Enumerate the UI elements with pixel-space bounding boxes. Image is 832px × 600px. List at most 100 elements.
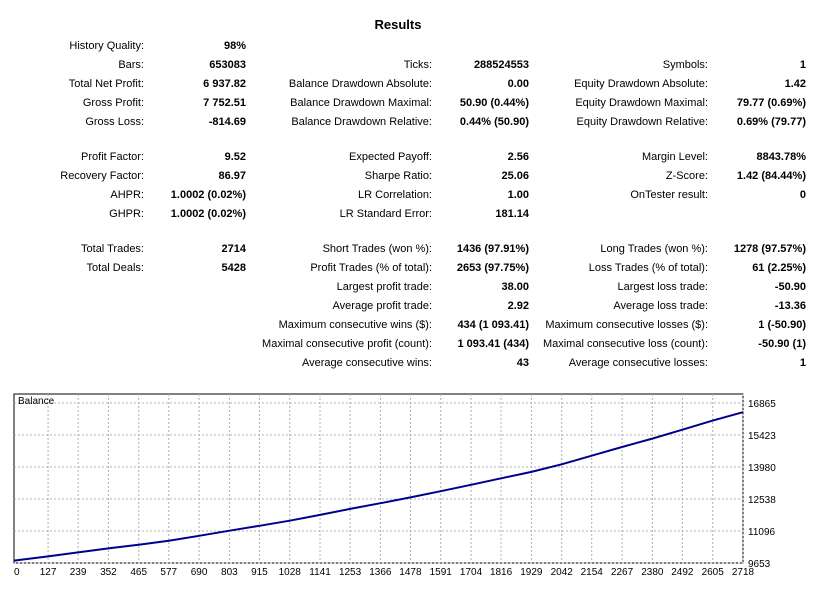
stat-value: 1.42 (84.44%) bbox=[736, 170, 806, 182]
balance-chart-svg: 16865 15423 13980 12538 11096 9653 0 127 239 352 4… bbox=[13, 393, 776, 578]
stat-value: 0.00 bbox=[507, 78, 529, 90]
stat-value: 1436 (97.91%) bbox=[456, 243, 529, 255]
stat-label: Maximal consecutive loss (count): bbox=[542, 338, 708, 350]
stat-label: Maximum consecutive wins ($): bbox=[278, 319, 432, 331]
stat-value: 43 bbox=[516, 357, 529, 369]
stat-value: 5428 bbox=[221, 262, 246, 274]
x-tick-label: 352 bbox=[100, 567, 117, 578]
x-tick-label: 127 bbox=[40, 567, 57, 578]
stat-label: Average profit trade: bbox=[332, 300, 432, 312]
x-tick-label: 2718 bbox=[732, 567, 755, 578]
y-tick-label: 16865 bbox=[748, 399, 776, 410]
stats-row: History Quality: 98% bbox=[0, 38, 832, 54]
stat-label: Long Trades (won %): bbox=[600, 243, 708, 255]
stat-value: 7 752.51 bbox=[203, 97, 246, 109]
stats-row: Gross Loss: -814.69 Balance Drawdown Relat… bbox=[0, 114, 832, 130]
x-tick-label: 1141 bbox=[309, 567, 331, 578]
x-tick-label: 2154 bbox=[581, 567, 604, 578]
x-tick-label: 2605 bbox=[702, 567, 725, 578]
stat-value: -50.90 bbox=[774, 281, 806, 293]
stat-label: Total Net Profit: bbox=[68, 78, 144, 90]
stat-value: 1.0002 (0.02%) bbox=[170, 208, 246, 220]
stat-label: LR Correlation: bbox=[358, 189, 432, 201]
stat-label: Average consecutive wins: bbox=[301, 357, 432, 369]
stat-label: Equity Drawdown Maximal: bbox=[575, 97, 708, 109]
x-tick-label: 1929 bbox=[520, 567, 543, 578]
stat-value: 1.00 bbox=[507, 189, 529, 201]
y-tick-label: 13980 bbox=[748, 463, 776, 474]
stat-label: AHPR: bbox=[110, 189, 144, 201]
stat-value: 2714 bbox=[221, 243, 246, 255]
stats-row: GHPR: 1.0002 (0.02%) LR Standard Error: 181… bbox=[0, 206, 832, 222]
y-tick-label: 9653 bbox=[748, 559, 771, 570]
stat-value: 86.97 bbox=[218, 170, 246, 182]
stats-row: Total Deals: 5428 Profit Trades (% of tota… bbox=[0, 260, 832, 276]
stats-row: Maximum consecutive wins ($): 434 (1 093.… bbox=[0, 317, 832, 333]
chart-legend-balance: Balance bbox=[18, 396, 55, 407]
stat-value: 0.44% (50.90) bbox=[459, 116, 529, 128]
x-tick-label: 1591 bbox=[430, 567, 453, 578]
stat-label: Recovery Factor: bbox=[60, 170, 144, 182]
stat-label: Equity Drawdown Relative: bbox=[576, 116, 708, 128]
x-tick-label: 803 bbox=[221, 567, 238, 578]
stat-label: LR Standard Error: bbox=[339, 208, 432, 220]
stat-value: 2653 (97.75%) bbox=[456, 262, 529, 274]
stats-row: Largest profit trade: 38.00 Largest loss t… bbox=[0, 279, 832, 295]
balance-chart: 16865 15423 13980 12538 11096 9653 0 127 239 352 4… bbox=[0, 392, 832, 600]
x-tick-label: 2380 bbox=[641, 567, 664, 578]
stats-row: Gross Profit: 7 752.51 Balance Drawdown Ma… bbox=[0, 95, 832, 111]
stats-row: AHPR: 1.0002 (0.02%) LR Correlation: 1.00 On… bbox=[0, 187, 832, 203]
stat-value: 2.92 bbox=[507, 300, 529, 312]
stat-value: 1278 (97.57%) bbox=[733, 243, 806, 255]
stat-value: 1 bbox=[799, 59, 806, 71]
stat-label: Largest profit trade: bbox=[336, 281, 432, 293]
x-tick-label: 1366 bbox=[369, 567, 392, 578]
x-tick-label: 2492 bbox=[671, 567, 694, 578]
x-tick-label: 2267 bbox=[611, 567, 634, 578]
stat-label: Balance Drawdown Relative: bbox=[291, 116, 432, 128]
stat-label: Total Deals: bbox=[86, 262, 144, 274]
stat-value: 38.00 bbox=[501, 281, 529, 293]
stat-label: Average consecutive losses: bbox=[568, 357, 708, 369]
y-tick-label: 12538 bbox=[748, 495, 776, 506]
stats-row: Average profit trade: 2.92 Average loss tr… bbox=[0, 298, 832, 314]
stat-label: OnTester result: bbox=[630, 189, 708, 201]
stat-value: 181.14 bbox=[495, 208, 529, 220]
stats-row: Recovery Factor: 86.97 Sharpe Ratio: 25.06 Z… bbox=[0, 168, 832, 184]
stat-value: 1 (-50.90) bbox=[758, 319, 806, 331]
stat-value: 2.56 bbox=[507, 151, 529, 163]
stat-value: 1.42 bbox=[784, 78, 806, 90]
x-tick-label: 1478 bbox=[399, 567, 422, 578]
stat-label: Balance Drawdown Maximal: bbox=[290, 97, 432, 109]
stat-value: 434 (1 093.41) bbox=[457, 319, 529, 331]
stat-value: 61 (2.25%) bbox=[752, 262, 806, 274]
stats-row: Average consecutive wins: 43 Average conse… bbox=[0, 355, 832, 371]
stat-label: Maximal consecutive profit (count): bbox=[262, 338, 432, 350]
stat-label: Gross Profit: bbox=[82, 97, 144, 109]
stat-label: Equity Drawdown Absolute: bbox=[574, 78, 708, 90]
stat-label: Expected Payoff: bbox=[349, 151, 432, 163]
stat-value: -50.90 (1) bbox=[758, 338, 806, 350]
stat-label: Average loss trade: bbox=[613, 300, 708, 312]
stat-label: Symbols: bbox=[662, 59, 708, 71]
stat-value: 98% bbox=[223, 40, 246, 52]
stat-label: Loss Trades (% of total): bbox=[588, 262, 708, 274]
stat-label: Z-Score: bbox=[665, 170, 708, 182]
stat-value: 0.69% (79.77) bbox=[736, 116, 806, 128]
stat-value: 79.77 (0.69%) bbox=[736, 97, 806, 109]
x-tick-label: 915 bbox=[251, 567, 268, 578]
y-tick-label: 15423 bbox=[748, 431, 776, 442]
x-tick-label: 690 bbox=[191, 567, 208, 578]
stat-value: -13.36 bbox=[774, 300, 806, 312]
stat-value: 50.90 (0.44%) bbox=[459, 97, 529, 109]
stat-value: 653083 bbox=[209, 59, 246, 71]
stat-label: Profit Factor: bbox=[81, 151, 144, 163]
stat-label: Balance Drawdown Absolute: bbox=[288, 78, 432, 90]
balance-line bbox=[13, 411, 744, 562]
stats-row: Total Trades: 2714 Short Trades (won %): 14… bbox=[0, 241, 832, 257]
x-tick-label: 1704 bbox=[460, 567, 483, 578]
stat-label: GHPR: bbox=[109, 208, 144, 220]
x-tick-label: 1028 bbox=[279, 567, 302, 578]
x-tick-label: 0 bbox=[14, 567, 20, 578]
x-tick-label: 239 bbox=[70, 567, 87, 578]
